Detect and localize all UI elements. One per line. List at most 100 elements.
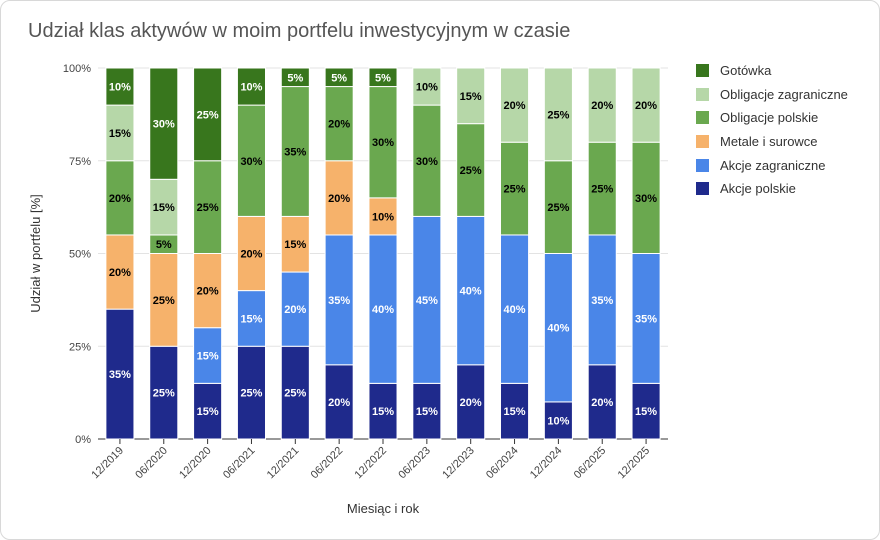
data-label: 35% [591,295,613,307]
bar-segment [500,67,530,143]
data-label: 10% [372,211,394,223]
data-label: 15% [109,128,131,140]
bar-segment [456,67,486,125]
y-axis-title: Udział w portfelu [%] [28,194,43,313]
x-tick-label: 12/2022 [353,445,390,482]
bar-segment [193,327,223,384]
bar-segment [631,67,661,143]
legend-swatch [696,158,709,172]
bar-segment [105,104,135,162]
data-label: 15% [635,406,657,418]
x-tick-label: 12/2024 [528,445,565,482]
bar-segment [368,67,398,88]
x-tick-label: 06/2022 [309,445,346,482]
data-label: 5% [287,72,303,84]
data-label: 5% [156,239,172,251]
bar-segment [324,160,354,236]
bar-segment [193,160,223,254]
data-label: 20% [109,267,131,279]
x-axis-title: Miesiąc i rok [347,501,420,516]
data-label: 10% [547,415,569,427]
data-label: 15% [197,351,219,363]
legend-swatch [696,182,709,196]
data-label: 15% [240,313,262,325]
data-label: 25% [547,109,569,121]
bar-segment [587,234,617,366]
data-label: 15% [416,406,438,418]
data-label: 20% [197,286,219,298]
bar-segment [456,364,486,440]
data-label: 25% [153,295,175,307]
data-label: 25% [153,388,175,400]
data-label: 15% [372,406,394,418]
legend-label: Gotówka [720,63,772,79]
bar-segment [587,141,617,236]
data-label: 15% [153,202,175,214]
data-label: 20% [591,397,613,409]
data-label: 40% [460,286,482,298]
bar-segment [193,67,223,162]
legend-swatch [696,135,709,149]
data-label: 10% [416,82,438,94]
data-label: 10% [109,82,131,94]
x-tick-label: 12/2023 [440,445,477,482]
legend-label: Akcje zagraniczne [720,157,826,173]
bar-segment [280,271,310,347]
y-tick-label: 50% [69,249,91,261]
legend-label: Akcje polskie [720,181,796,197]
data-label: 15% [197,406,219,418]
data-label: 40% [547,323,569,335]
legend-swatch [696,87,709,101]
data-label: 20% [460,397,482,409]
data-label: 30% [153,119,175,131]
data-label: 15% [504,406,526,418]
x-tick-label: 06/2023 [396,445,433,482]
legend-label: Obligacje zagraniczne [720,86,848,102]
bar-segment [500,141,530,236]
legend-item: Obligacje polskie [696,106,848,130]
data-label: 20% [504,100,526,112]
x-tick-label: 06/2025 [572,445,609,482]
bar-segment [324,67,354,88]
y-tick-label: 25% [69,341,91,353]
data-label: 35% [328,295,350,307]
data-label: 40% [504,304,526,316]
x-tick-label: 06/2020 [133,445,170,482]
data-label: 15% [284,239,306,251]
data-label: 20% [109,193,131,205]
data-label: 25% [197,109,219,121]
chart-title: Udział klas aktywów w moim portfelu inwe… [28,20,571,42]
legend-item: Metale i surowce [696,130,848,154]
bar-segment [412,67,442,106]
bar-segment [631,382,661,440]
legend-item: Akcje polskie [696,177,848,201]
x-tick-label: 06/2021 [221,445,258,482]
x-tick-label: 12/2020 [177,445,214,482]
y-tick-label: 75% [69,156,91,168]
bar-segment [236,290,266,347]
y-tick-label: 100% [63,63,91,75]
data-label: 5% [375,72,391,84]
data-label: 25% [284,388,306,400]
data-label: 30% [240,156,262,168]
data-label: 20% [328,397,350,409]
data-label: 25% [460,165,482,177]
data-label: 45% [416,295,438,307]
bar-segment [105,160,135,236]
bar-segment [543,160,573,254]
bar-segment [280,86,310,217]
data-label: 25% [240,388,262,400]
bar-segment [236,67,266,106]
data-label: 25% [197,202,219,214]
data-label: 30% [372,137,394,149]
bar-segment [105,234,135,310]
data-label: 35% [284,146,306,158]
chart-legend: Gotówka Obligacje zagraniczne Obligacje po… [696,59,848,201]
data-label: 30% [416,156,438,168]
bar-segment [631,141,661,254]
legend-item: Akcje zagraniczne [696,153,848,177]
data-label: 15% [460,91,482,103]
bar-segment [587,67,617,143]
x-tick-label: 12/2021 [265,445,302,482]
